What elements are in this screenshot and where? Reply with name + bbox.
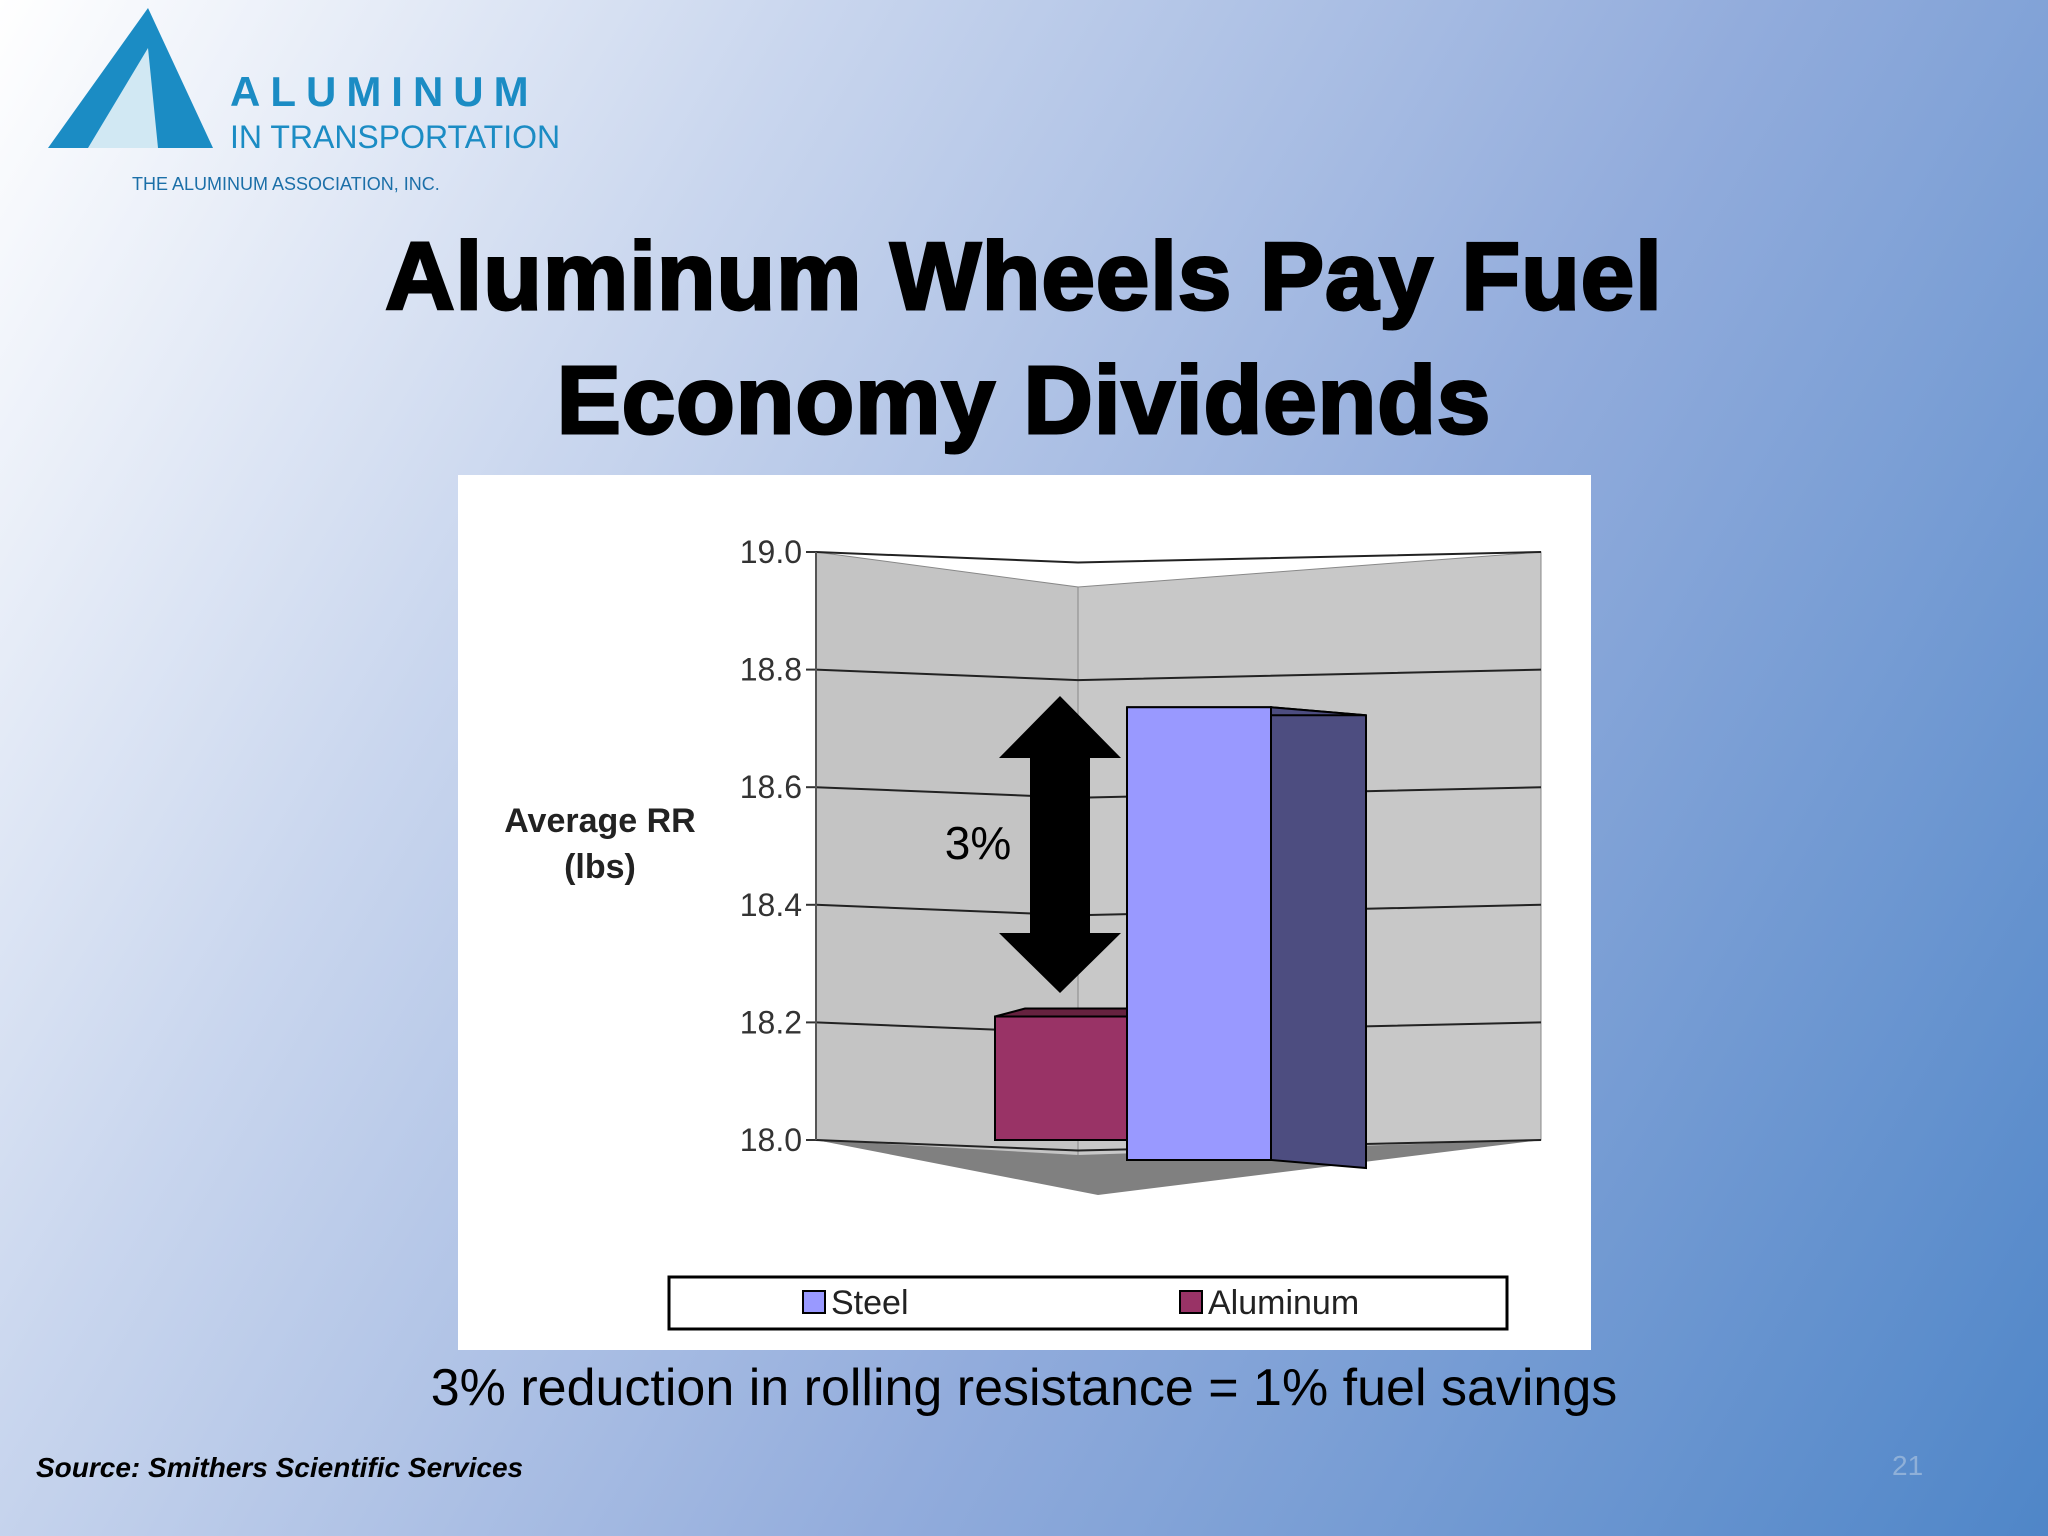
legend-label: Aluminum [1208,1284,1359,1322]
logo-text: ALUMINUM [230,68,539,115]
source: Source: Smithers Scientific Services [36,1452,524,1483]
y-tick-label: 18.0 [740,1122,802,1158]
y-tick-label: 18.6 [740,769,802,805]
legend-swatch [802,1290,826,1314]
y-tick-label: 18.8 [740,652,802,688]
logo-road [88,48,158,148]
grid-line [815,1139,1542,1152]
y-tick-label: 18.2 [740,1004,802,1040]
chart: 18.0 18.2 18.4 18.6 18.8 19.0 3% Steel Aluminum [458,475,1591,1350]
legend-label: Steel [831,1284,909,1322]
page-number: 21 [1892,1450,1924,1481]
annotation: 3% [945,817,1011,869]
grid-line [815,551,1542,564]
legend-swatch [1179,1290,1203,1314]
y-axis-label: Average RR (lbs) [504,802,696,886]
bar-side [1270,706,1367,1170]
logo: ALUMINUM IN TRANSPORTATION THE ALUMINUM … [48,8,560,194]
bar [994,1015,1128,1142]
logo-subtext: THE ALUMINUM ASSOCIATION, INC. [132,174,440,194]
grid-line [815,668,1542,682]
logo-text: IN TRANSPORTATION [230,119,560,155]
bar [1126,706,1272,1162]
legend-box [667,1275,1509,1331]
y-tick-label: 18.4 [740,887,802,923]
slide-title: Aluminum Wheels Pay Fuel Economy Dividen… [384,222,1664,456]
y-tick-label: 19.0 [740,534,802,570]
caption: 3% reduction in rolling resistance = 1% … [430,1359,1618,1417]
arrow [999,696,1121,993]
